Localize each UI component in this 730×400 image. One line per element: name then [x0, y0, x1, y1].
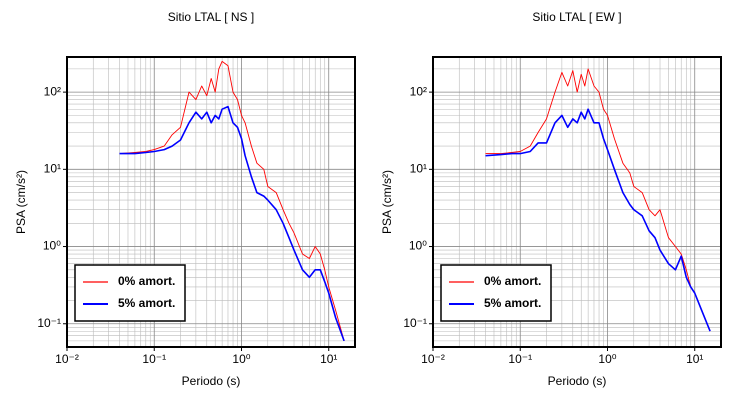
- x-tick-label: 10⁻²: [55, 352, 79, 366]
- legend-box: [440, 264, 552, 322]
- series-line: [485, 108, 711, 332]
- x-tick-label: 10⁻²: [421, 352, 445, 366]
- y-tick-label: 10⁻¹: [37, 316, 61, 330]
- series-line: [119, 60, 345, 342]
- plot-frame: [66, 56, 356, 348]
- legend-label: 5% amort.: [484, 296, 541, 310]
- x-tick-label: 10⁰: [598, 352, 616, 366]
- plot-frame: [432, 56, 722, 348]
- y-tick-label: 10⁻¹: [403, 316, 427, 330]
- y-tick-label: 10⁰: [409, 239, 427, 253]
- series-line: [119, 105, 345, 342]
- y-tick-label: 10²: [410, 84, 427, 98]
- legend-label: 5% amort.: [118, 296, 175, 310]
- legend-label: 0% amort.: [118, 274, 175, 288]
- y-axis-label: PSA (cm/s²): [380, 170, 394, 234]
- chart-panel: 10⁻² 10⁻¹ 10⁰ 10¹ 10⁻¹ 10⁰ 10¹ 10² Sitio LTAL [ …: [14, 10, 356, 388]
- legend-label: 0% amort.: [484, 274, 541, 288]
- y-axis-label: PSA (cm/s²): [14, 170, 28, 234]
- y-tick-label: 10¹: [410, 162, 427, 176]
- x-tick-label: 10¹: [320, 352, 337, 366]
- y-tick-label: 10⁰: [43, 239, 61, 253]
- x-tick-label: 10⁻¹: [508, 352, 532, 366]
- x-axis-label: Periodo (s): [548, 374, 607, 388]
- x-axis-label: Periodo (s): [182, 374, 241, 388]
- legend-box: [74, 264, 186, 322]
- y-tick-label: 10²: [44, 84, 61, 98]
- chart-title: Sitio LTAL [ EW ]: [532, 10, 621, 24]
- x-tick-label: 10¹: [686, 352, 703, 366]
- legend: 0% amort. 5% amort.: [74, 264, 186, 322]
- x-tick-label: 10⁻¹: [142, 352, 166, 366]
- chart-panel: 10⁻² 10⁻¹ 10⁰ 10¹ 10⁻¹ 10⁰ 10¹ 10² Sitio LTAL [ …: [380, 10, 722, 388]
- chart-title: Sitio LTAL [ NS ]: [168, 10, 254, 24]
- y-tick-label: 10¹: [44, 162, 61, 176]
- series-line: [485, 68, 711, 332]
- x-tick-label: 10⁰: [232, 352, 250, 366]
- legend: 0% amort. 5% amort.: [440, 264, 552, 322]
